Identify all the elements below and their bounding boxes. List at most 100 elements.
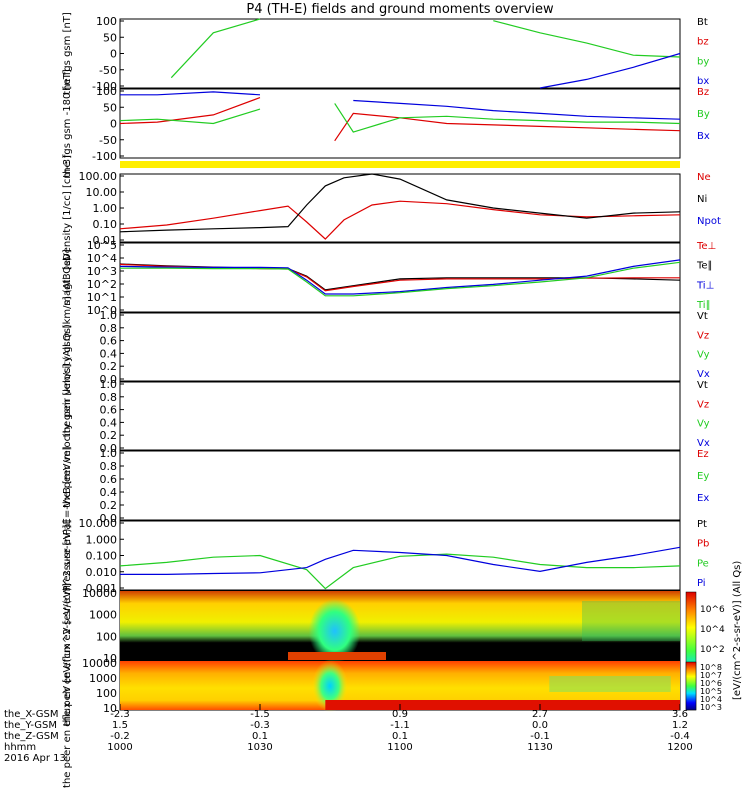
- y-tick-label: 0.2: [100, 499, 118, 512]
- panel-efield: 1.00.80.60.40.20.0 E=-VxB [mV/m] Ez Ey Ex: [62, 446, 709, 525]
- colorbar-tick: 10^7: [700, 671, 722, 680]
- legend-entry: Vz: [697, 330, 709, 341]
- y-tick-label: 10: [103, 652, 117, 665]
- footer-date: 2016 Apr 13: [4, 753, 66, 764]
- y-tick-label: 0.8: [100, 322, 118, 335]
- colorbar-tick: 10^4: [700, 625, 725, 635]
- legend-entry: Ni: [697, 194, 707, 205]
- legend-entry: Te⊥: [696, 241, 716, 252]
- y-tick-label: 0.2: [100, 360, 118, 373]
- footer-label-time: hhmm: [4, 742, 36, 753]
- panel-frame: [119, 18, 681, 89]
- y-tick-label: 0.4: [100, 416, 118, 429]
- panel-frame: [119, 381, 681, 451]
- y-tick-label: 100: [96, 687, 117, 700]
- legend-entry: By: [697, 109, 710, 120]
- y-tick-label: 10: [103, 702, 117, 715]
- y-tick-label: 0.6: [100, 335, 118, 348]
- y-tick-label: 10^2: [87, 278, 117, 291]
- legend-entry: Ey: [697, 471, 709, 482]
- legend-entry: Ti⊥: [696, 280, 714, 291]
- y-tick-label: 100: [96, 85, 117, 98]
- footer-value-z: -0.1: [530, 731, 550, 742]
- footer-value-x: 2.7: [532, 709, 548, 720]
- figure-title: P4 (TH-E) fields and ground moments over…: [246, 2, 554, 17]
- panel-fgs: 100 50 0 -50 -100 the fgs gsm [nT] Bt bz by bx: [62, 12, 709, 95]
- colorbar-tick: 10^3: [700, 703, 722, 712]
- y-tick-label: 0.010: [86, 566, 118, 579]
- footer-value-x: -2.3: [110, 709, 130, 720]
- y-tick-label: 10^3: [87, 265, 117, 278]
- flag-bar: [120, 161, 680, 168]
- series-by: [170, 18, 681, 79]
- series-Ti∥: [120, 261, 681, 297]
- panel-frame: [119, 312, 681, 382]
- panel-frame: [119, 173, 681, 243]
- legend-entry: Pe: [697, 558, 709, 569]
- peir-low-energy-band: [288, 652, 386, 660]
- y-tick-label: 10^4: [87, 252, 117, 265]
- legend-entry: Npot: [697, 216, 721, 227]
- footer-label-y: the_Y-GSM: [4, 720, 57, 731]
- footer-value-t: 1130: [527, 742, 552, 753]
- legend-entry: Bz: [697, 87, 709, 98]
- y-axis-label: the peer en eflux eV [eV/(cm^2-s-sr-eV)]: [62, 583, 73, 788]
- peir-spectrogram: [120, 591, 680, 660]
- y-tick-label: 10.00: [86, 186, 118, 199]
- legend-entry: Pb: [697, 539, 709, 550]
- y-tick-label: 10^0: [87, 304, 117, 317]
- footer-value-y: 1.2: [672, 720, 688, 731]
- y-tick-label: 0: [110, 48, 117, 61]
- footer-value-t: 1000: [107, 742, 132, 753]
- y-tick-label: 0.001: [86, 582, 118, 595]
- y-tick-label: 0.6: [100, 404, 118, 417]
- y-tick-label: 0: [110, 118, 117, 131]
- panel-fgl: 100 50 0 -50 -100 the fgs gsm -180 [nT] Bz By Bx: [62, 69, 710, 178]
- legend-entry: Vy: [697, 419, 710, 430]
- y-tick-label: 1.0: [100, 378, 118, 391]
- y-tick-label: 10^1: [87, 291, 117, 304]
- footer-label-z: the_Z-GSM: [4, 731, 59, 742]
- y-tick-label: 1.00: [93, 202, 118, 215]
- y-tick-label: 100.00: [79, 170, 118, 183]
- y-tick-label: 50: [103, 31, 117, 44]
- y-tick-label: -50: [99, 64, 117, 77]
- footer-value-t: 1030: [247, 742, 272, 753]
- y-tick-label: -100: [92, 80, 117, 93]
- y-tick-label: 100: [96, 630, 117, 643]
- legend-entry: Vy: [697, 350, 710, 361]
- legend-entry: Vt: [697, 311, 708, 322]
- y-tick-label: 10000: [82, 657, 117, 670]
- y-tick-label: -100: [92, 150, 117, 163]
- y-tick-label: 10^5: [87, 239, 117, 252]
- legend-entry: Ez: [697, 449, 709, 460]
- colorbar-tick: 10^5: [700, 687, 722, 696]
- footer-value-x: -1.5: [250, 709, 270, 720]
- series-Bx: [120, 91, 681, 120]
- colorbar-tick: 10^4: [700, 695, 722, 704]
- series-Bz: [119, 97, 681, 142]
- footer-value-y: -1.1: [390, 720, 410, 731]
- y-tick-label: 100: [96, 15, 117, 28]
- footer-value-z: -0.2: [110, 731, 130, 742]
- legend-entry: Vz: [697, 399, 709, 410]
- y-tick-label: 0.2: [100, 429, 118, 442]
- y-tick-label: 1.0: [100, 447, 118, 460]
- y-tick-label: 0.0: [100, 373, 118, 386]
- colorbar-tick: 10^2: [700, 645, 725, 655]
- y-tick-label: 0.8: [100, 391, 118, 404]
- series-bx: [539, 52, 681, 89]
- footer-value-t: 1200: [667, 742, 692, 753]
- legend-entry: Ti∥: [696, 300, 711, 311]
- peer-green-patch: [549, 676, 671, 692]
- y-axis-label: the peir velocity gsm [km/s] (All Qs): [62, 257, 73, 438]
- legend-entry: Bx: [697, 131, 710, 142]
- legend-entry: Vx: [697, 369, 710, 380]
- y-tick-label: 0.4: [100, 486, 118, 499]
- footer-value-x: 3.6: [672, 709, 688, 720]
- y-axis-label: magt3 [eV]: [62, 249, 73, 306]
- y-tick-label: 10000: [82, 587, 117, 600]
